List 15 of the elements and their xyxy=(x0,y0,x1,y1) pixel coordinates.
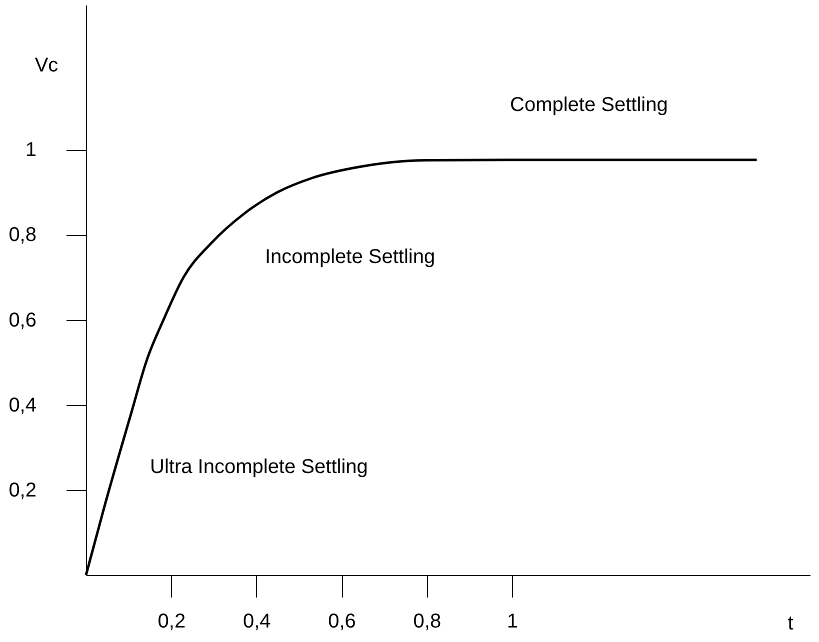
x-tick-label: 0,8 xyxy=(413,610,442,632)
y-tick-label: 0,6 xyxy=(8,309,36,332)
x-tick-label: 1 xyxy=(506,610,518,632)
y-axis-title: Vc xyxy=(34,54,58,76)
y-tick-label: 0,2 xyxy=(8,479,36,502)
x-tick-label: 0,4 xyxy=(242,610,271,632)
x-axis-title: t xyxy=(788,612,794,634)
x-tick-label: 0,6 xyxy=(328,610,356,632)
x-tick-label: 0,2 xyxy=(158,610,186,632)
annotation: Complete Settling xyxy=(510,94,668,116)
annotation: Incomplete Settling xyxy=(265,246,436,268)
y-tick-label: 1 xyxy=(25,139,36,162)
y-tick-label: 0,4 xyxy=(8,394,36,416)
y-tick-label: 0,8 xyxy=(8,224,36,246)
annotation: Ultra Incomplete Settling xyxy=(150,456,368,478)
